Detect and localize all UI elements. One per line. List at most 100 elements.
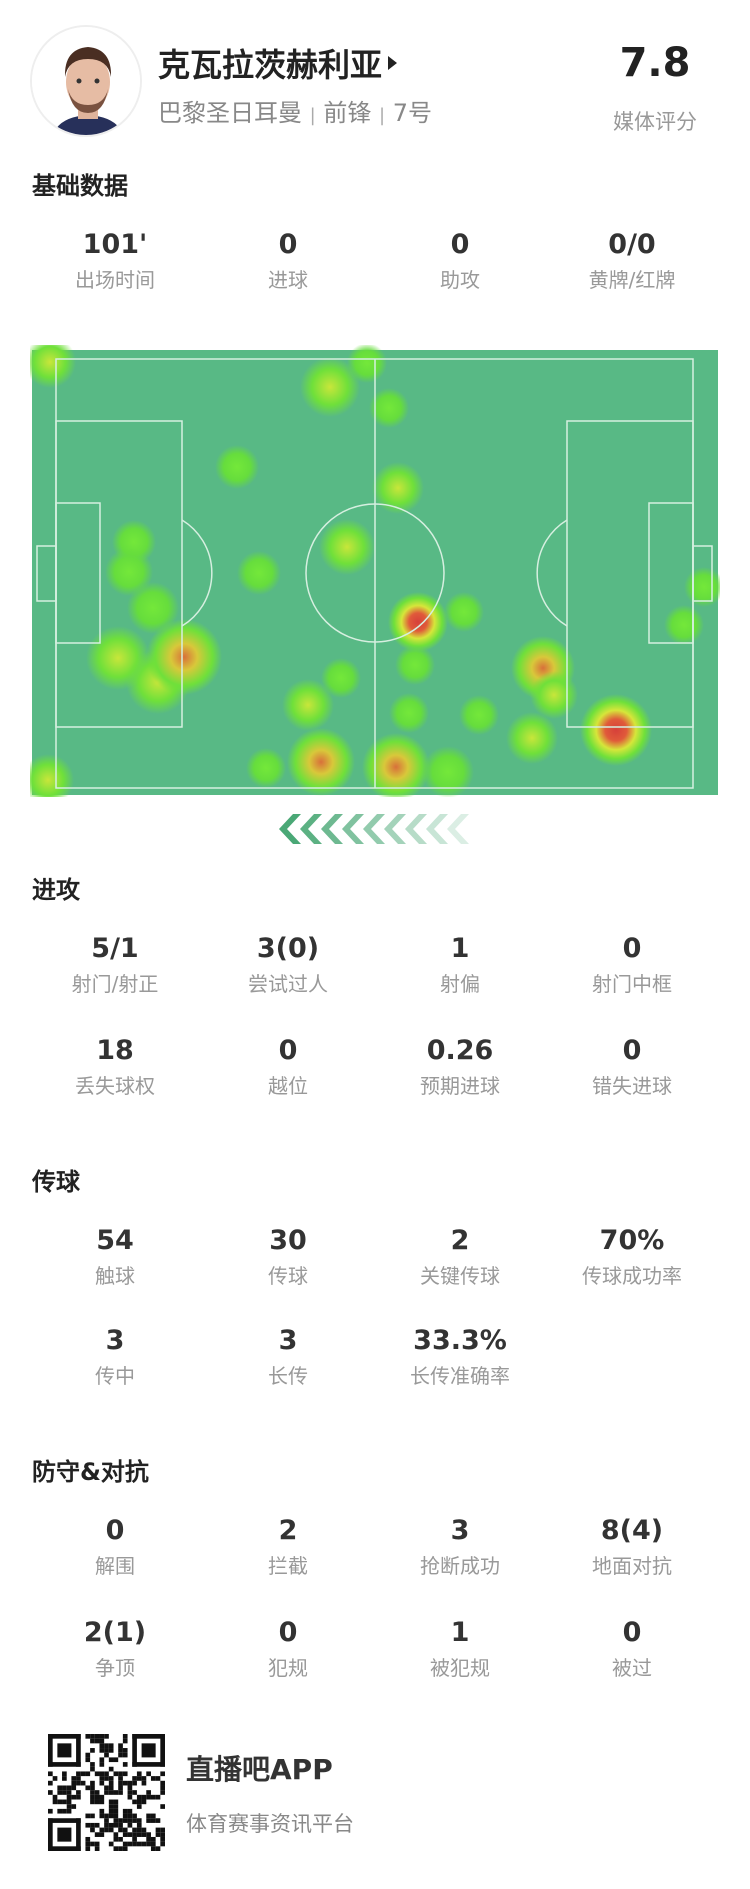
- stat-item: 54 触球: [30, 1224, 200, 1290]
- stat-label: 争顶: [95, 1656, 135, 1680]
- heatmap-pitch: [30, 345, 720, 797]
- stat-value: 5/1: [91, 933, 139, 964]
- stat-label: 错失进球: [592, 1074, 672, 1098]
- stat-item: 1 射偏: [375, 932, 545, 998]
- stat-label: 越位: [268, 1074, 308, 1098]
- stat-label: 射门中框: [592, 972, 672, 996]
- stat-label: 被过: [612, 1656, 652, 1680]
- stat-item: 1 被犯规: [375, 1616, 545, 1682]
- heat-blob: [237, 551, 281, 595]
- stat-item: 0 射门中框: [547, 932, 717, 998]
- stat-value: 2: [450, 1225, 470, 1256]
- heat-blob: [395, 645, 435, 685]
- heat-blob: [530, 671, 578, 719]
- stat-value: 101': [82, 229, 148, 260]
- section-title: 进攻: [32, 876, 80, 904]
- stat-value: 0: [278, 1617, 298, 1648]
- stat-value: 1: [450, 933, 470, 964]
- stat-label: 助攻: [440, 268, 480, 292]
- heat-blob: [321, 658, 361, 698]
- heat-blob: [246, 748, 286, 788]
- heat-blob: [372, 462, 424, 514]
- stat-value: 54: [96, 1225, 134, 1256]
- rating-label: 媒体评分: [613, 110, 697, 134]
- heat-blob: [300, 357, 360, 417]
- stat-label: 射门/射正: [71, 972, 159, 996]
- stat-value: 0: [278, 1035, 298, 1066]
- stat-label: 进球: [268, 268, 308, 292]
- heat-blob: [459, 695, 499, 735]
- heat-blob: [30, 345, 76, 388]
- stat-label: 拦截: [268, 1554, 308, 1578]
- stat-item: 3(0) 尝试过人: [203, 932, 373, 998]
- stat-item: 0.26 预期进球: [375, 1034, 545, 1100]
- stat-label: 预期进球: [420, 1074, 500, 1098]
- stat-item: 0 助攻: [375, 228, 545, 294]
- stat-label: 犯规: [268, 1656, 308, 1680]
- heat-blob: [146, 619, 222, 695]
- stat-item: 0 错失进球: [547, 1034, 717, 1100]
- heat-blob: [444, 592, 484, 632]
- stat-value: 0: [105, 1515, 125, 1546]
- stat-value: 33.3%: [413, 1325, 507, 1356]
- stat-label: 尝试过人: [248, 972, 328, 996]
- stat-value: 2: [278, 1515, 298, 1546]
- chevron-left-icon: [342, 814, 364, 844]
- stat-label: 丢失球权: [75, 1074, 155, 1098]
- stat-item: 0 被过: [547, 1616, 717, 1682]
- stat-value: 18: [96, 1035, 134, 1066]
- stat-item: 3 抢断成功: [375, 1514, 545, 1580]
- heat-blob: [347, 345, 387, 383]
- stat-item: 33.3% 长传准确率: [375, 1324, 545, 1390]
- player-avatar[interactable]: [30, 25, 142, 137]
- heat-blob: [369, 388, 409, 428]
- stat-value: 3: [278, 1325, 298, 1356]
- stat-item: 0 解围: [30, 1514, 200, 1580]
- chevron-left-icon: [321, 814, 343, 844]
- stat-item: 18 丢失球权: [30, 1034, 200, 1100]
- chevron-left-icon: [363, 814, 385, 844]
- stat-label: 传球成功率: [582, 1264, 682, 1288]
- stat-item: 8(4) 地面对抗: [547, 1514, 717, 1580]
- stat-label: 出场时间: [75, 268, 155, 292]
- player-meta: 巴黎圣日耳曼 | 前锋 | 7号: [158, 99, 432, 127]
- stat-value: 3(0): [256, 933, 320, 964]
- caret-right-icon: [388, 56, 398, 70]
- stat-item: 0 犯规: [203, 1616, 373, 1682]
- section-title: 传球: [32, 1168, 80, 1196]
- stat-item: 5/1 射门/射正: [30, 932, 200, 998]
- stat-item: 2 关键传球: [375, 1224, 545, 1290]
- position: 前锋: [323, 99, 372, 127]
- stat-value: 70%: [599, 1225, 665, 1256]
- stat-item: 30 传球: [203, 1224, 373, 1290]
- heat-blob: [127, 582, 179, 634]
- heat-blob: [422, 746, 474, 797]
- stat-label: 抢断成功: [420, 1554, 500, 1578]
- club: 巴黎圣日耳曼: [158, 99, 302, 127]
- app-slogan: 体育赛事资讯平台: [186, 1812, 354, 1836]
- stat-item: 70% 传球成功率: [547, 1224, 717, 1290]
- heat-blob: [506, 712, 558, 764]
- stat-value: 3: [105, 1325, 125, 1356]
- stat-item: 2 拦截: [203, 1514, 373, 1580]
- heat-blob: [30, 754, 74, 797]
- stat-item: 101' 出场时间: [30, 228, 200, 294]
- app-name: 直播吧APP: [186, 1753, 333, 1786]
- chevron-left-icon: [426, 814, 448, 844]
- stat-item: 0 越位: [203, 1034, 373, 1100]
- stat-value: 1: [450, 1617, 470, 1648]
- chevron-left-icon: [447, 814, 469, 844]
- stat-value: 0: [622, 933, 642, 964]
- player-name-link[interactable]: 克瓦拉茨赫利亚: [158, 40, 398, 86]
- stat-item: 3 长传: [203, 1324, 373, 1390]
- stat-label: 解围: [95, 1554, 135, 1578]
- heat-blob: [389, 693, 429, 733]
- stat-label: 传球: [268, 1264, 308, 1288]
- qr-code[interactable]: [48, 1734, 165, 1851]
- heat-blob: [580, 694, 652, 766]
- stat-label: 关键传球: [420, 1264, 500, 1288]
- stat-value: 0: [622, 1617, 642, 1648]
- chevron-left-icon: [384, 814, 406, 844]
- stat-value: 0/0: [608, 229, 656, 260]
- stat-item: 0/0 黄牌/红牌: [547, 228, 717, 294]
